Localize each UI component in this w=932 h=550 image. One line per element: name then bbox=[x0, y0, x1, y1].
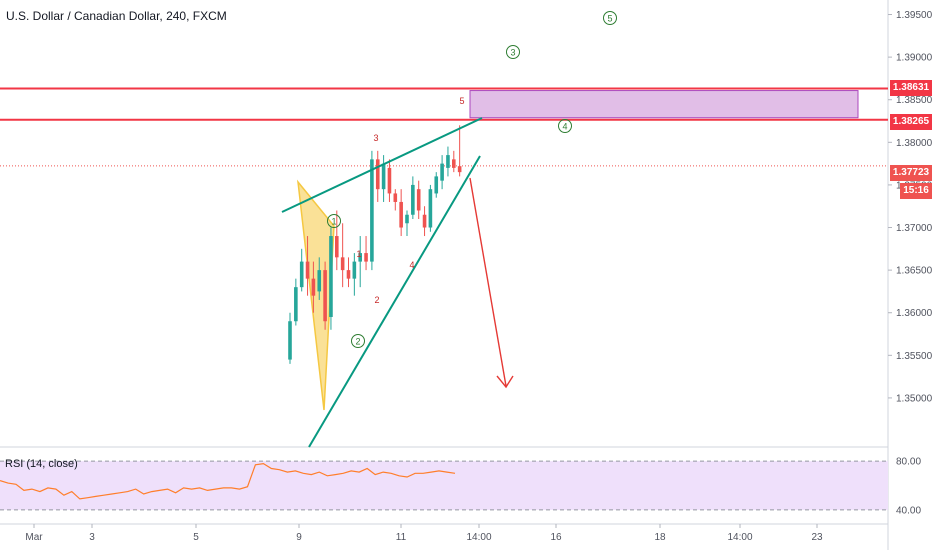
candle-body bbox=[329, 236, 333, 317]
wave-circle-label: 1 bbox=[331, 217, 336, 227]
supply-zone-box bbox=[469, 90, 859, 119]
wave-circle-ring bbox=[558, 119, 572, 133]
y-tick-label: 1.39500 bbox=[896, 10, 932, 21]
candle-body bbox=[352, 261, 357, 279]
candle-body bbox=[311, 278, 316, 296]
x-tick-label: 23 bbox=[811, 532, 823, 543]
candle-body bbox=[370, 159, 374, 262]
wave-circle-ring bbox=[603, 11, 617, 25]
wave-circle-label: 3 bbox=[510, 48, 515, 58]
x-tick-label: 9 bbox=[296, 532, 302, 543]
y-tick-label: 1.36500 bbox=[896, 266, 932, 277]
wave-circle-4: 4 bbox=[558, 119, 572, 133]
y-tick-label: 1.38000 bbox=[896, 138, 932, 149]
wave-circle-5: 5 bbox=[603, 11, 617, 25]
rsi-axis-label: 80.00 bbox=[896, 457, 921, 468]
y-tick-label: 1.37000 bbox=[896, 223, 932, 234]
harmonic-triangle bbox=[296, 179, 335, 411]
candle-body bbox=[399, 201, 403, 228]
wave-label-5: 5 bbox=[459, 96, 464, 106]
candle-body bbox=[335, 236, 339, 258]
y-tick-label: 1.36000 bbox=[896, 308, 932, 319]
candle-body bbox=[452, 159, 456, 168]
chart-title: U.S. Dollar / Canadian Dollar, 240, FXCM bbox=[6, 9, 227, 23]
rsi-line bbox=[0, 462, 456, 500]
candle-body bbox=[457, 166, 462, 173]
y-tick-label: 1.35000 bbox=[896, 393, 932, 404]
candle-body bbox=[411, 184, 415, 215]
projection-arrow-line bbox=[469, 177, 507, 387]
x-tick-label: Mar bbox=[25, 532, 43, 543]
x-tick-label: 3 bbox=[89, 532, 95, 543]
x-tick-label: 16 bbox=[550, 532, 562, 543]
wave-circle-label: 4 bbox=[562, 122, 567, 132]
wave-label-4: 4 bbox=[409, 260, 414, 270]
candle-body bbox=[422, 214, 427, 228]
candle-body bbox=[416, 189, 421, 211]
wave-label-2: 2 bbox=[374, 295, 379, 305]
candle-body bbox=[387, 167, 392, 194]
candle-body bbox=[393, 193, 398, 202]
candle-body bbox=[340, 257, 345, 271]
rsi-band bbox=[0, 461, 888, 510]
candle-body bbox=[299, 261, 304, 288]
x-tick-label: 18 bbox=[654, 532, 666, 543]
candle-body bbox=[323, 270, 327, 322]
wave-circle-1: 1 bbox=[327, 214, 341, 228]
price-tag-last: 1.37723 bbox=[890, 165, 932, 181]
candle-body bbox=[346, 270, 351, 279]
x-tick-label: 11 bbox=[396, 532, 407, 543]
candle-body bbox=[434, 176, 439, 194]
x-tick-label: 14:00 bbox=[466, 532, 491, 543]
wave-circle-ring bbox=[351, 334, 365, 348]
y-tick-label: 1.38500 bbox=[896, 95, 932, 106]
rsi-axis-label: 40.00 bbox=[896, 505, 921, 516]
wedge-upper-trendline bbox=[281, 117, 483, 213]
price-tag-lower: 1.38265 bbox=[890, 114, 932, 130]
wave-circle-label: 5 bbox=[607, 14, 612, 24]
candle-body bbox=[440, 163, 444, 181]
x-tick-label: 14:00 bbox=[727, 532, 752, 543]
y-tick-label: 1.39000 bbox=[896, 53, 932, 64]
y-tick-label: 1.35500 bbox=[896, 351, 932, 362]
candle-body bbox=[305, 261, 310, 279]
candle-body bbox=[358, 253, 362, 262]
wave-circle-label: 2 bbox=[355, 337, 360, 347]
bar-countdown: 15:16 bbox=[900, 183, 932, 199]
candle-body bbox=[294, 287, 298, 322]
rsi-label: RSI (14, close) bbox=[5, 458, 78, 470]
candle-body bbox=[446, 155, 450, 168]
wave-circle-ring bbox=[506, 45, 520, 59]
projection-arrowhead bbox=[496, 375, 514, 389]
wave-label-1: 1 bbox=[356, 249, 361, 259]
candle-body bbox=[375, 159, 380, 190]
wave-circle-2: 2 bbox=[351, 334, 365, 348]
x-tick-label: 5 bbox=[193, 532, 199, 543]
wave-circle-3: 3 bbox=[506, 45, 520, 59]
candle-body bbox=[317, 270, 322, 292]
wedge-lower-trendline bbox=[308, 155, 481, 448]
candle-body bbox=[428, 189, 433, 228]
candle-body bbox=[364, 253, 368, 262]
wave-label-3: 3 bbox=[373, 133, 378, 143]
candle-body bbox=[288, 321, 292, 360]
wave-circle-ring bbox=[327, 214, 341, 228]
candle-body bbox=[405, 214, 409, 224]
candle-body bbox=[381, 163, 386, 190]
price-tag-upper: 1.38631 bbox=[890, 80, 932, 96]
